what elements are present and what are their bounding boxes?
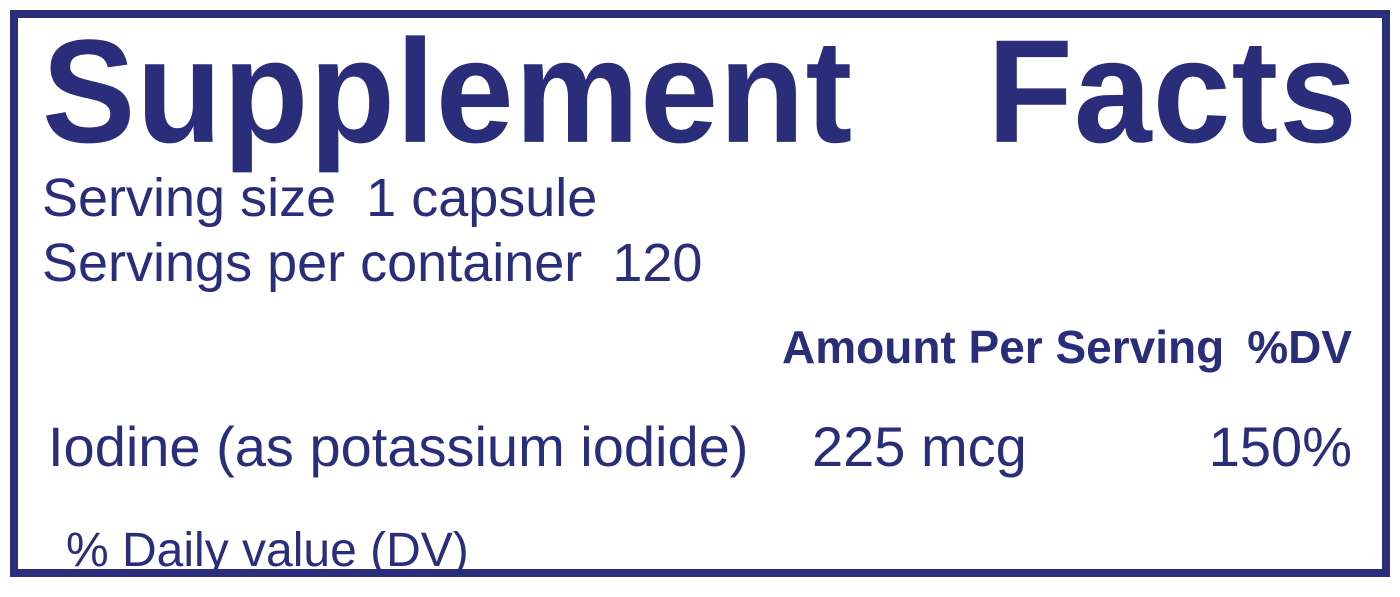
supplement-facts-panel: Supplement Facts Serving size 1 capsule …: [10, 10, 1390, 577]
servings-per-container-label: Servings per container: [42, 233, 582, 293]
servings-per-container-line: Servings per container 120: [42, 231, 1358, 296]
header-spacer: [48, 320, 782, 374]
nutrient-dv: 150%: [1192, 414, 1352, 479]
nutrient-row: Iodine (as potassium iodide) 225 mcg 150…: [42, 396, 1358, 495]
servings-per-container-value: 120: [612, 233, 702, 293]
column-header-row: Amount Per Serving %DV: [42, 310, 1358, 382]
dv-footnote: % Daily value (DV): [42, 509, 1358, 582]
nutrient-amount: 225 mcg: [812, 414, 1192, 479]
serving-size-value: 1 capsule: [366, 168, 597, 228]
dv-header: %DV: [1232, 320, 1352, 374]
panel-title: Supplement Facts: [42, 18, 1358, 165]
serving-size-line: Serving size 1 capsule: [42, 166, 1358, 231]
serving-size-label: Serving size: [42, 168, 336, 228]
nutrient-name: Iodine (as potassium iodide): [48, 414, 812, 479]
amount-header: Amount Per Serving: [782, 320, 1232, 374]
